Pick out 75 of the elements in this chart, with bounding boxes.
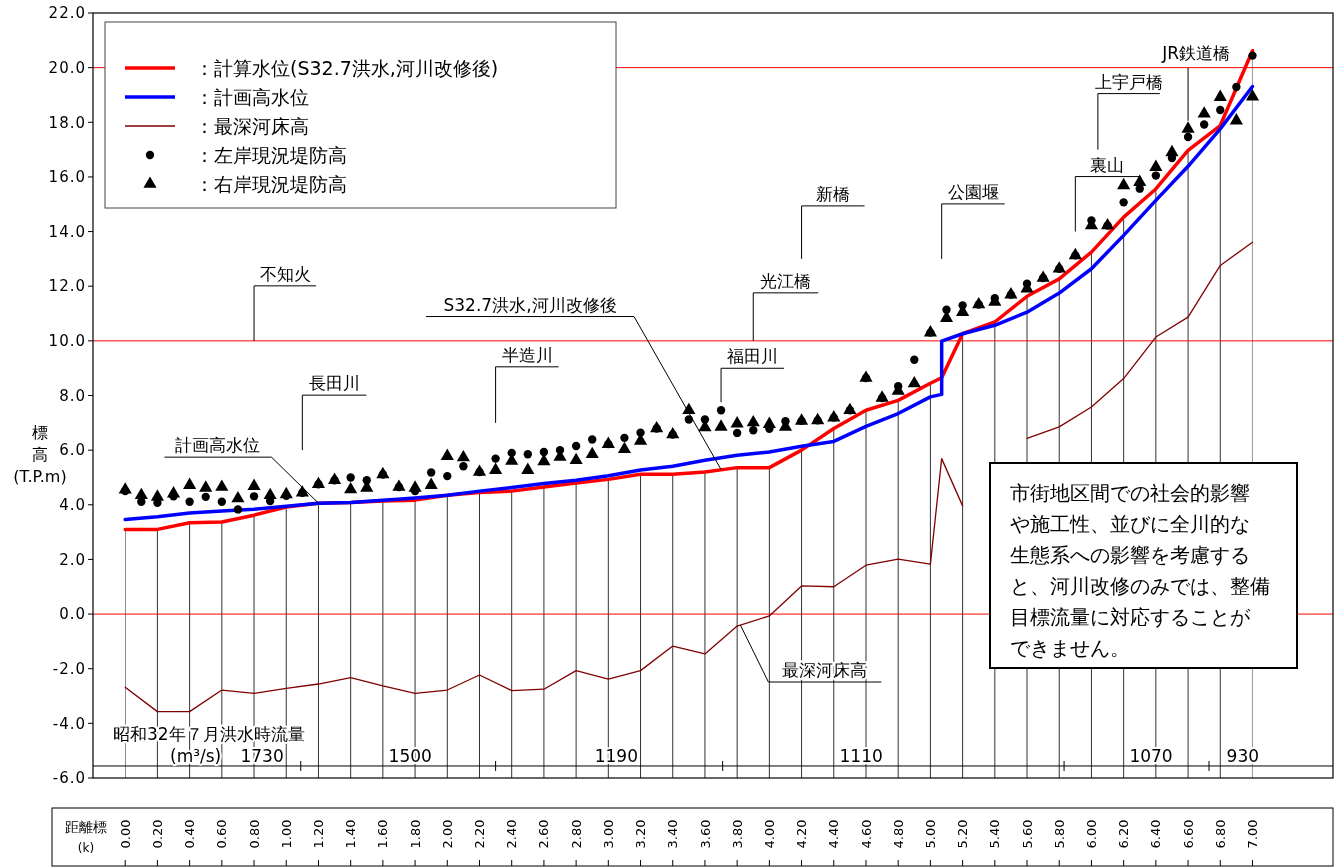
annotation: 裏山 bbox=[1090, 154, 1125, 175]
x-tick-label: 1.60 bbox=[375, 819, 391, 849]
x-tick-label: 2.80 bbox=[568, 819, 584, 849]
annotation: 計画高水位 bbox=[175, 435, 261, 456]
x-tick-label: 0.80 bbox=[246, 819, 262, 849]
y-tick-label: 20.0 bbox=[48, 58, 86, 77]
y-tick-label: 16.0 bbox=[48, 168, 86, 187]
x-tick-label: 4.20 bbox=[794, 819, 810, 849]
x-tick-label: 5.40 bbox=[987, 819, 1003, 849]
annotation: 新橋 bbox=[816, 183, 851, 204]
x-tick-label: 7.00 bbox=[1245, 819, 1261, 849]
y-tick-label: 14.0 bbox=[48, 222, 86, 241]
annotation: 1110 bbox=[839, 746, 883, 767]
annotation: JR鉄道橋 bbox=[1161, 42, 1230, 63]
y-tick-label: 8.0 bbox=[59, 386, 86, 405]
y-tick-label: 4.0 bbox=[59, 496, 86, 515]
x-tick-label: 3.40 bbox=[665, 819, 681, 849]
annotation: 福田川 bbox=[727, 346, 779, 367]
x-tick-label: 6.60 bbox=[1180, 819, 1196, 849]
x-tick-label: 3.00 bbox=[600, 819, 616, 849]
y-tick-label: -4.0 bbox=[52, 714, 86, 733]
x-tick-label: 6.20 bbox=[1116, 819, 1132, 849]
x-tick-label: 4.00 bbox=[761, 819, 777, 849]
x-tick-label: 6.00 bbox=[1083, 819, 1099, 849]
x-tick-label: 0.00 bbox=[117, 819, 133, 849]
y-tick-label: 10.0 bbox=[48, 332, 86, 351]
x-tick-label: 5.20 bbox=[955, 819, 971, 849]
annotation: 市街地区間での社会的影響や施工性、並びに全川的な生態系への影響を考慮すると、河川改修のみでは、整備目標流量に対応することができません。 bbox=[1010, 481, 1270, 660]
annotation: 半造川 bbox=[501, 344, 553, 365]
x-axis-title: 距離標 (k) bbox=[65, 819, 107, 855]
x-tick-label: 5.00 bbox=[922, 819, 938, 849]
annotation: S32.7洪水,河川改修後 bbox=[443, 294, 617, 315]
annotation: 光江橋 bbox=[760, 270, 812, 291]
annotation: 930 bbox=[1226, 746, 1260, 767]
x-tick-label: 0.20 bbox=[149, 819, 165, 849]
y-tick-label: 6.0 bbox=[59, 441, 86, 460]
annotation: 長田川 bbox=[308, 373, 360, 394]
annotation: 上宇戸橋 bbox=[1094, 71, 1163, 92]
y-tick-label: -6.0 bbox=[52, 769, 86, 788]
y-tick-label: -2.0 bbox=[52, 659, 86, 678]
x-tick-label: 4.40 bbox=[826, 819, 842, 849]
x-tick-label: 4.80 bbox=[890, 819, 906, 849]
x-tick-label: 5.60 bbox=[1019, 819, 1035, 849]
annotation: 公園堰 bbox=[947, 181, 999, 202]
x-tick-label: 3.20 bbox=[633, 819, 649, 849]
x-tick-label: 1.40 bbox=[343, 819, 359, 849]
x-tick-label: 3.80 bbox=[729, 819, 745, 849]
legend-label: ：計算水位(S32.7洪水,河川改修後) bbox=[195, 56, 499, 79]
x-tick-label: 1.20 bbox=[311, 819, 326, 849]
x-tick-label: 4.60 bbox=[858, 819, 874, 849]
x-tick-label: 6.80 bbox=[1212, 819, 1228, 849]
y-tick-label: 0.0 bbox=[59, 605, 86, 624]
x-tick-label: 1.80 bbox=[407, 819, 423, 849]
legend-label: ：左岸現況堤防高 bbox=[195, 143, 347, 166]
annotation: 1500 bbox=[388, 746, 432, 767]
legend-label: ：最深河床高 bbox=[195, 114, 309, 137]
x-tick-label: 5.80 bbox=[1051, 819, 1067, 849]
y-tick-label: 18.0 bbox=[48, 113, 86, 132]
y-tick-label: 12.0 bbox=[48, 277, 86, 296]
x-tick-label: 0.60 bbox=[214, 819, 230, 849]
x-tick-label: 1.00 bbox=[278, 819, 294, 849]
x-tick-label: 2.00 bbox=[439, 819, 455, 849]
x-tick-label: 6.40 bbox=[1148, 819, 1164, 849]
annotation: 不知火 bbox=[259, 263, 311, 284]
legend-label: ：計画高水位 bbox=[195, 85, 309, 108]
annotation: 1070 bbox=[1129, 746, 1173, 767]
x-tick-label: 2.40 bbox=[504, 819, 520, 849]
x-tick-label: 2.20 bbox=[472, 819, 488, 849]
legend-label: ：右岸現況堤防高 bbox=[195, 172, 347, 195]
y-tick-label: 2.0 bbox=[59, 550, 86, 569]
x-tick-label: 2.60 bbox=[536, 819, 552, 849]
x-tick-label: 0.40 bbox=[182, 819, 198, 849]
x-tick-label: 3.60 bbox=[697, 819, 713, 849]
annotation: 1730 bbox=[240, 746, 284, 767]
y-tick-label: 22.0 bbox=[48, 4, 86, 23]
